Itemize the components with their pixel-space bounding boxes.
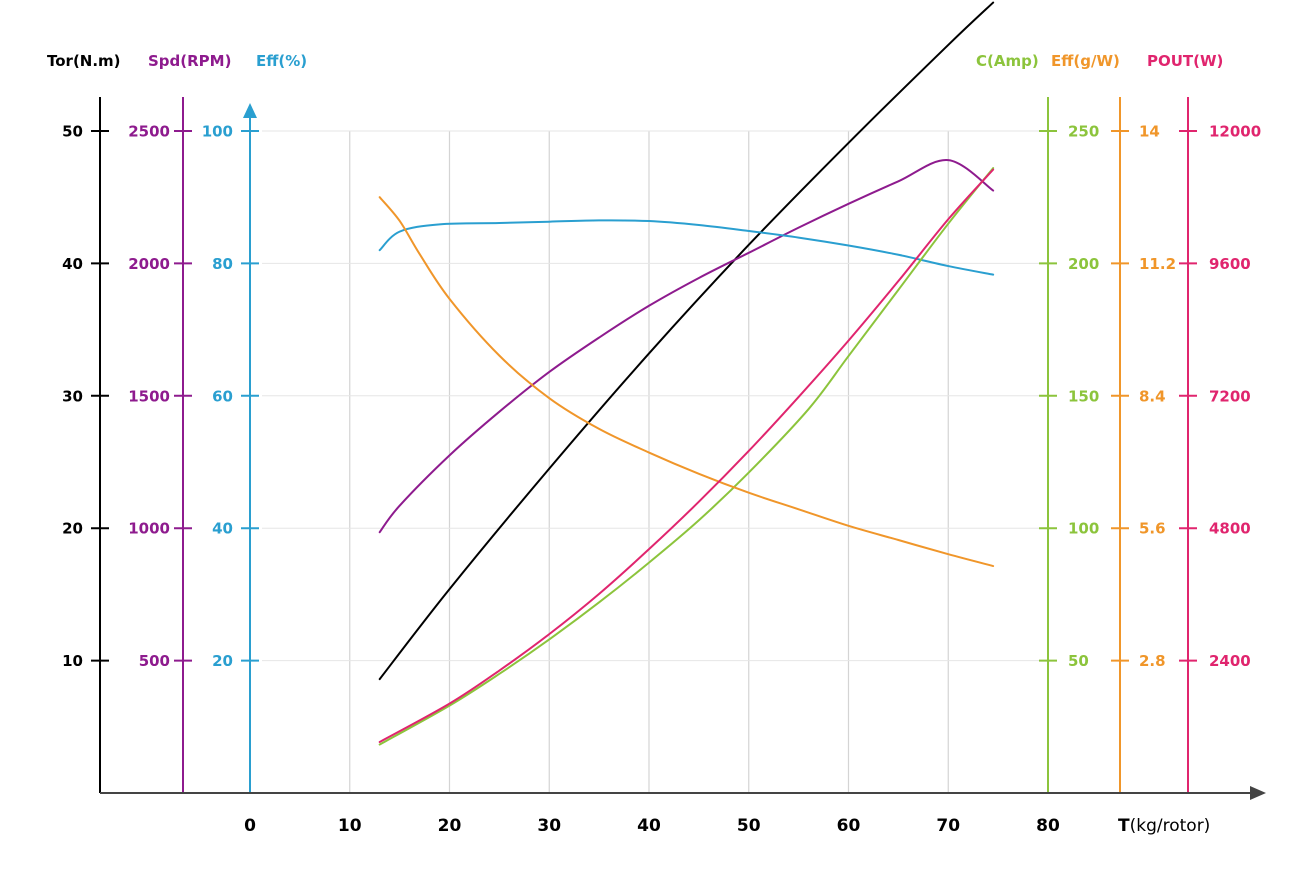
axis-title-tor: Tor(N.m) <box>47 52 121 70</box>
series-line-effg <box>378 196 995 568</box>
x-axis-label: T(kg/rotor) <box>1118 816 1210 836</box>
tick-label-spd-4: 2500 <box>128 123 170 141</box>
x-axis-label-symbol: T <box>1118 816 1130 836</box>
tick-label-spd-0: 500 <box>139 652 170 670</box>
tick-label-pout-0: 2400 <box>1209 652 1251 670</box>
tick-label-amp-4: 250 <box>1068 123 1099 141</box>
tick-label-tor-0: 10 <box>62 652 83 670</box>
x-axis-arrow <box>1250 786 1266 800</box>
tick-label-spd-2: 1500 <box>128 387 170 405</box>
axis-title-pout: POUT(W) <box>1147 52 1223 70</box>
x-tick-label-1: 10 <box>338 816 362 836</box>
tick-label-tor-1: 20 <box>62 520 83 538</box>
axis-title-spd: Spd(RPM) <box>148 52 231 70</box>
tick-label-pout-3: 9600 <box>1209 255 1251 273</box>
axis-title-effp: Eff(%) <box>256 52 307 70</box>
tick-label-effp-1: 40 <box>212 520 233 538</box>
axes <box>91 97 1266 800</box>
x-tick-label-6: 60 <box>837 816 861 836</box>
tick-label-effp-4: 100 <box>202 123 233 141</box>
tick-label-tor-3: 40 <box>62 255 83 273</box>
tick-label-tor-4: 50 <box>62 123 83 141</box>
tick-label-spd-1: 1000 <box>128 520 170 538</box>
series-layer <box>378 1 995 746</box>
tick-label-effg-1: 5.6 <box>1139 520 1166 538</box>
grid <box>262 130 1040 793</box>
series-line-amp <box>378 167 995 746</box>
tick-label-tor-2: 30 <box>62 387 83 405</box>
tick-label-effp-3: 80 <box>212 255 233 273</box>
series-line-spd <box>378 159 995 534</box>
x-tick-label-7: 70 <box>936 816 960 836</box>
tick-label-amp-0: 50 <box>1068 652 1089 670</box>
tick-label-effg-0: 2.8 <box>1139 652 1166 670</box>
series-line-effp <box>378 219 995 276</box>
x-tick-label-5: 50 <box>737 816 761 836</box>
tick-label-spd-3: 2000 <box>128 255 170 273</box>
axis-title-effg: Eff(g/W) <box>1051 52 1120 70</box>
x-tick-label-2: 20 <box>438 816 462 836</box>
tick-label-effg-2: 8.4 <box>1139 387 1166 405</box>
x-tick-label-3: 30 <box>537 816 561 836</box>
tick-label-amp-3: 200 <box>1068 255 1099 273</box>
x-tick-label-0: 0 <box>244 816 256 836</box>
tick-label-effp-2: 60 <box>212 387 233 405</box>
series-line-tor <box>378 1 995 681</box>
axis-arrow-effp <box>243 103 257 118</box>
tick-label-effg-4: 14 <box>1139 123 1160 141</box>
x-axis-label-unit: (kg/rotor) <box>1130 816 1211 836</box>
tick-label-pout-2: 7200 <box>1209 387 1251 405</box>
tick-label-effp-0: 20 <box>212 652 233 670</box>
tick-label-pout-4: 12000 <box>1209 123 1261 141</box>
tick-label-amp-1: 100 <box>1068 520 1099 538</box>
labels: T(kg/rotor) 1020304050Tor(N.m)5001000150… <box>47 52 1261 836</box>
x-tick-label-8: 80 <box>1036 816 1060 836</box>
tick-label-pout-1: 4800 <box>1209 520 1251 538</box>
series-line-pout <box>378 168 995 743</box>
tick-label-effg-3: 11.2 <box>1139 255 1176 273</box>
x-tick-label-4: 40 <box>637 816 661 836</box>
tick-label-amp-2: 150 <box>1068 387 1099 405</box>
axis-title-amp: C(Amp) <box>976 52 1039 70</box>
